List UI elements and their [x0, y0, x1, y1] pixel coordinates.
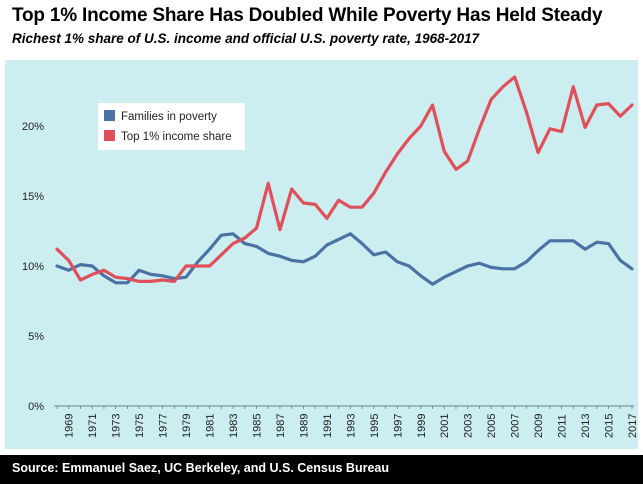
- x-tick-label: 2005: [486, 414, 498, 438]
- legend-swatch-families-in-poverty: [104, 110, 115, 121]
- y-tick-label: 20%: [22, 121, 44, 133]
- line-chart: 0%5%10%15%20% 1969 1971 1973 1975 1977 1979 19…: [5, 60, 639, 449]
- x-tick-label: 1977: [158, 414, 170, 438]
- footer-bar: Source: Emmanuel Saez, UC Berkeley, and …: [0, 455, 643, 484]
- x-tick-label: 1999: [416, 414, 428, 438]
- x-tick-label: 1971: [87, 414, 99, 438]
- x-tick-label: 1985: [251, 414, 263, 438]
- x-tick-label: 1975: [134, 414, 146, 438]
- families-in-poverty-line: [55, 232, 634, 286]
- chart-subtitle: Richest 1% share of U.S. income and offi…: [12, 31, 480, 46]
- x-tick-label: 1969: [64, 414, 76, 438]
- y-tick-label: 0%: [28, 401, 44, 413]
- x-tick-label: 1979: [181, 414, 193, 438]
- x-axis: 1969 1971 1973 1975 1977 1979 1981 1983 1985 1987…: [54, 405, 639, 438]
- legend-box: [98, 103, 245, 150]
- x-tick-label: 2017: [627, 414, 639, 438]
- x-tick-label: 2007: [510, 414, 522, 438]
- x-tick-label: 1991: [322, 414, 334, 438]
- x-tick-label: 2009: [533, 414, 545, 438]
- legend-label-families-in-poverty: Families in poverty: [121, 111, 217, 123]
- legend-label-top-1-income-share: Top 1% income share: [121, 131, 232, 143]
- x-tick-label: 2015: [604, 414, 616, 438]
- series-layer: [55, 75, 634, 286]
- x-tick-label: 2003: [463, 414, 475, 438]
- x-tick-label: 1989: [298, 414, 310, 438]
- y-tick-label: 15%: [22, 191, 44, 203]
- legend-swatch-top-1-income-share: [104, 130, 115, 141]
- x-tick-label: 1995: [369, 414, 381, 438]
- y-axis: 0% 5% 10% 15% 20%: [22, 121, 44, 413]
- y-tick-label: 10%: [22, 261, 44, 273]
- x-tick-label: 1997: [392, 414, 404, 438]
- chart-title: Top 1% Income Share Has Doubled While Po…: [12, 5, 603, 26]
- top-1-income-share-line: [55, 75, 634, 283]
- source-note: Source: Emmanuel Saez, UC Berkeley, and …: [12, 461, 389, 475]
- x-tick-label: 2013: [580, 414, 592, 438]
- x-tick-label: 2011: [557, 414, 569, 438]
- x-tick-label: 1987: [275, 414, 287, 438]
- x-tick-label: 1973: [111, 414, 123, 438]
- x-tick-label: 1981: [205, 414, 217, 438]
- x-tick-label: 1993: [345, 414, 357, 438]
- x-tick-label: 2001: [439, 414, 451, 438]
- x-tick-label: 1983: [228, 414, 240, 438]
- y-tick-label: 5%: [28, 331, 44, 343]
- legend: Families in poverty Top 1% income share: [98, 103, 245, 150]
